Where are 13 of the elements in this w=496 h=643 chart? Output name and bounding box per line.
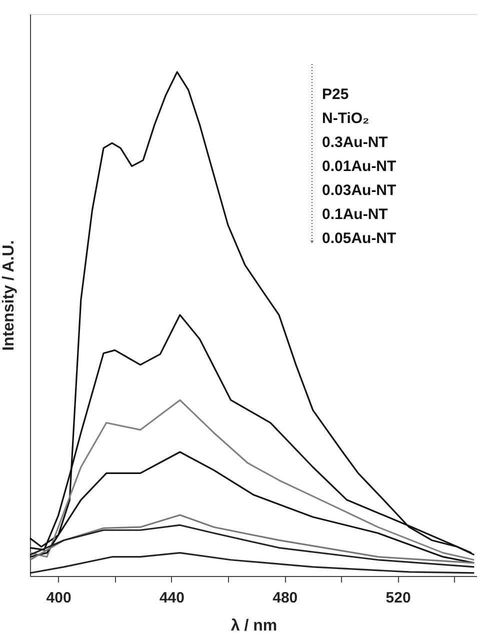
x-tick-label: 400	[46, 590, 72, 606]
x-tick-label: 520	[386, 590, 411, 606]
x-tick-label: 440	[159, 590, 184, 606]
annotation: 0.05Au-NT	[322, 230, 396, 247]
annotation: 0.01Au-NT	[322, 158, 396, 175]
x-tick-label: 480	[272, 590, 298, 606]
annotation: N-TiO₂	[322, 110, 370, 127]
annotation: 0.3Au-NT	[322, 134, 388, 151]
annotation: 0.1Au-NT	[322, 206, 388, 223]
annotation: P25	[322, 86, 349, 103]
x-axis-title: λ / nm	[230, 618, 278, 634]
annotation: 0.03Au-NT	[322, 182, 396, 199]
y-axis-title: Intensity / A.U.	[0, 240, 18, 351]
